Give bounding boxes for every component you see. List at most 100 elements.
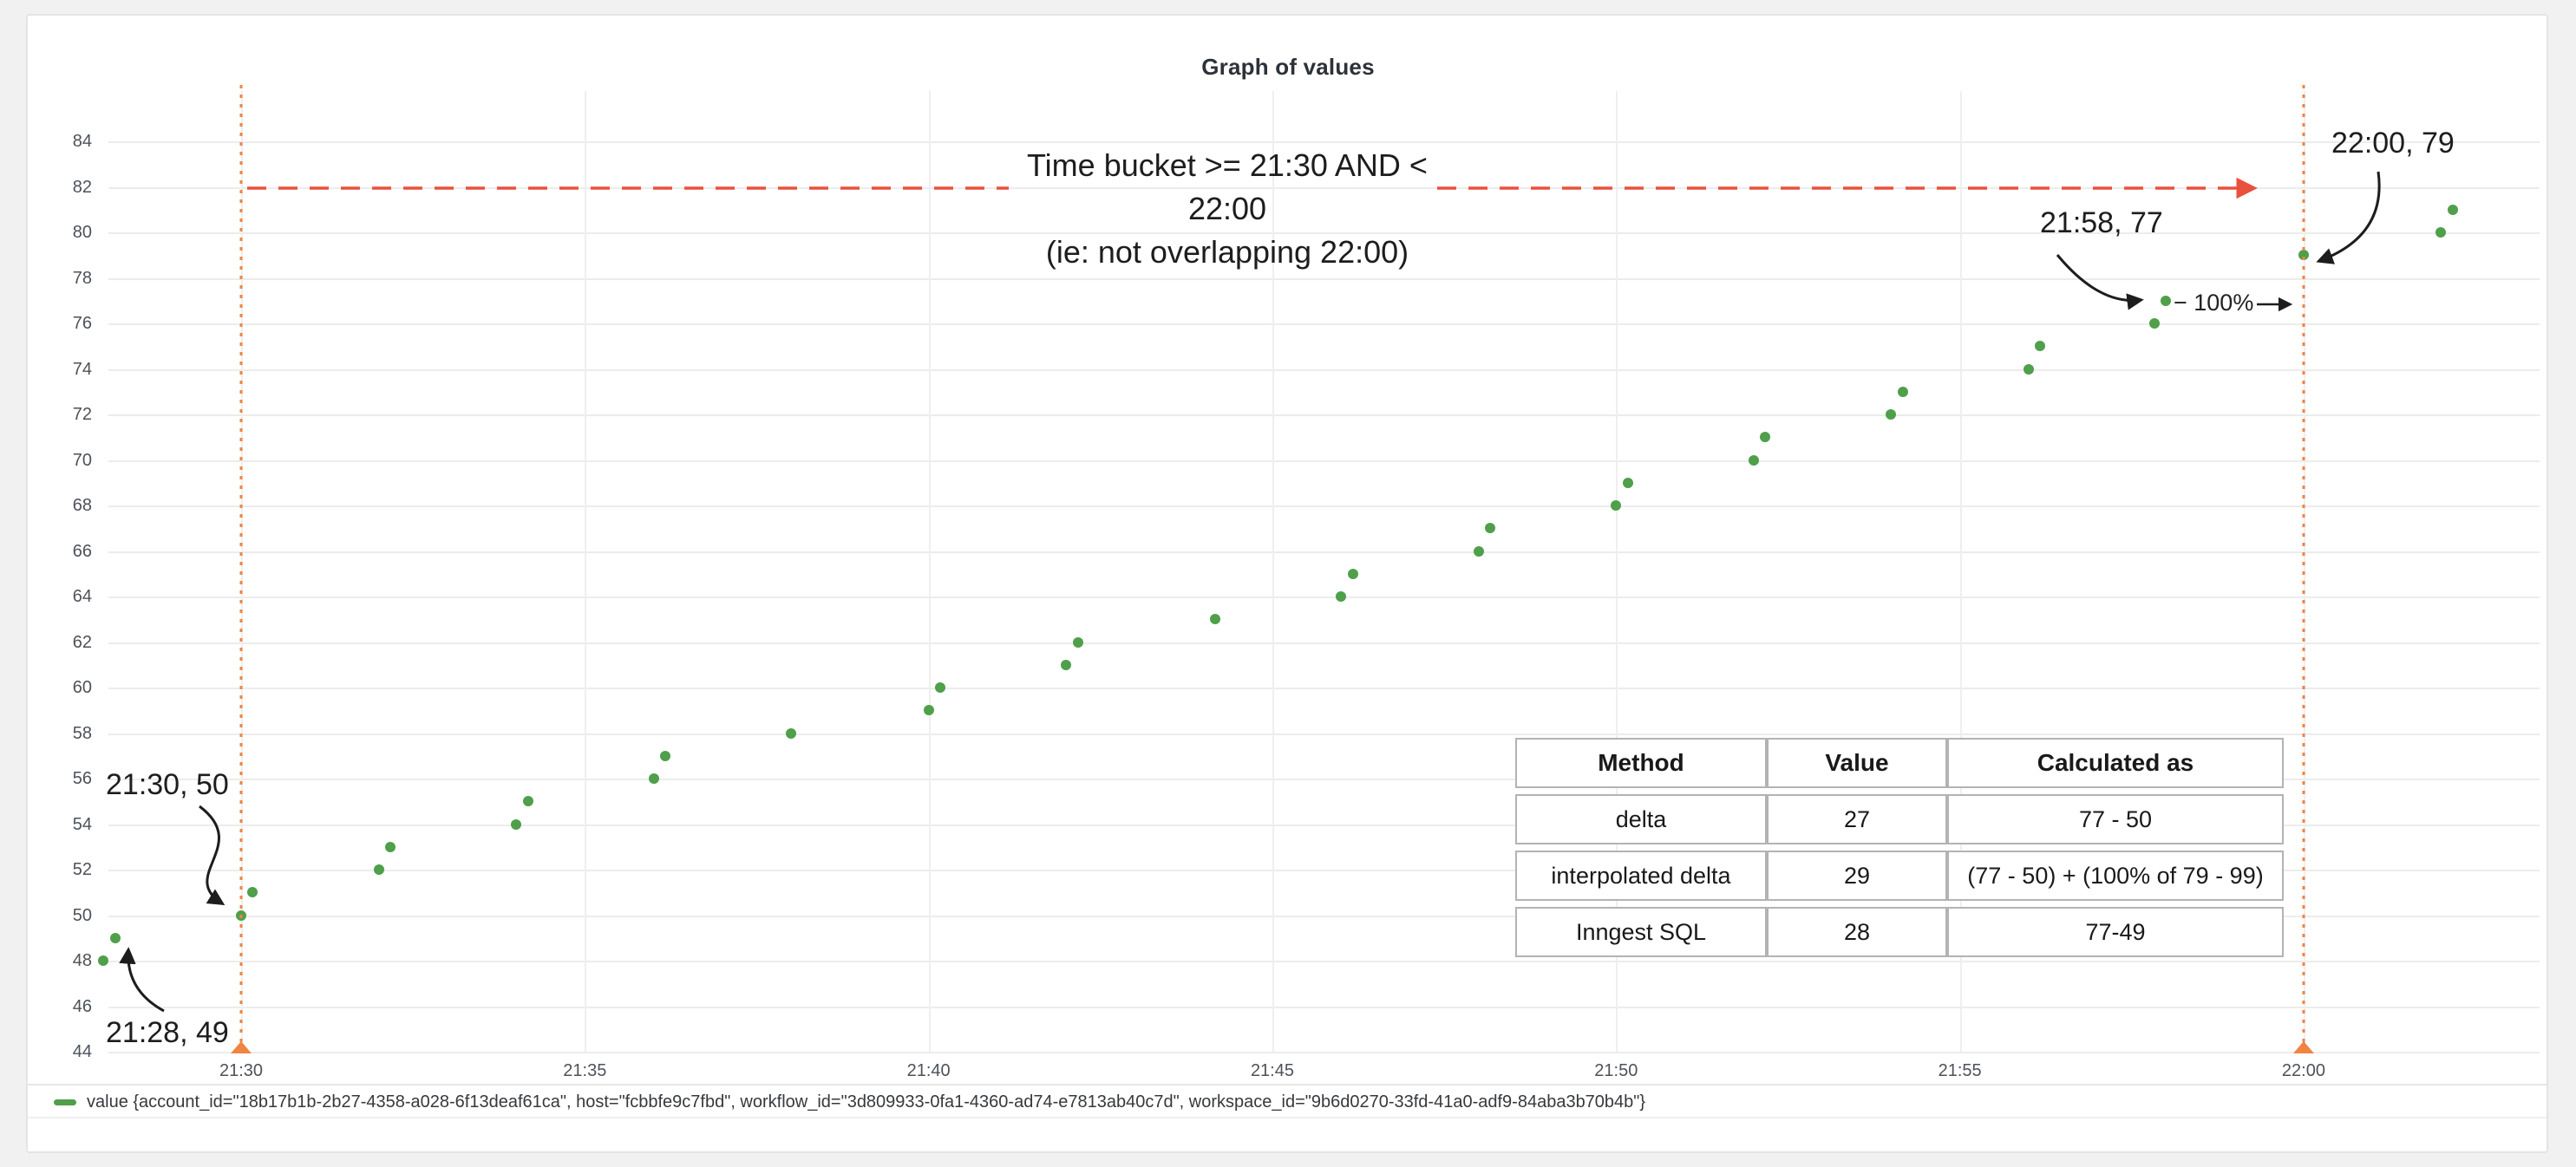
y-axis-tick-label: 52 bbox=[72, 860, 92, 879]
x-axis-tick-label: 22:00 bbox=[2281, 1061, 2325, 1080]
table-header-cell: Method bbox=[1515, 738, 1767, 788]
y-gridline bbox=[108, 597, 2540, 598]
table-cell: Inngest SQL bbox=[1515, 907, 1767, 957]
y-axis-tick-label: 74 bbox=[72, 359, 92, 379]
legend-bottom-rule bbox=[28, 1117, 2547, 1118]
table-header-cell: Calculated as bbox=[1947, 738, 2284, 788]
x-axis-tick-label: 21:55 bbox=[1938, 1061, 1982, 1080]
y-axis-tick-label: 80 bbox=[72, 223, 92, 242]
data-point[interactable] bbox=[373, 864, 384, 875]
table-cell: 29 bbox=[1767, 851, 1947, 901]
calculation-table: Method Value Calculated as delta 27 77 - 50 i… bbox=[1515, 732, 2284, 963]
panel-title: Graph of values bbox=[1201, 54, 1375, 80]
data-point[interactable] bbox=[1760, 432, 1771, 443]
y-axis-tick-label: 82 bbox=[72, 177, 92, 197]
y-axis-tick-label: 68 bbox=[72, 496, 92, 515]
table-cell: 77-49 bbox=[1947, 907, 2284, 957]
y-axis-tick-label: 44 bbox=[72, 1042, 92, 1061]
data-point[interactable] bbox=[2447, 204, 2458, 215]
data-point[interactable] bbox=[2148, 318, 2160, 329]
y-axis-tick-label: 50 bbox=[72, 905, 92, 925]
graph-panel bbox=[26, 14, 2548, 1153]
table-cell: delta bbox=[1515, 794, 1767, 844]
data-point[interactable] bbox=[1886, 409, 1897, 420]
y-axis-tick-label: 62 bbox=[72, 632, 92, 652]
data-point[interactable] bbox=[1336, 591, 1347, 602]
data-point[interactable] bbox=[2023, 363, 2034, 375]
y-gridline bbox=[108, 1006, 2540, 1008]
table-header-cell: Value bbox=[1767, 738, 1947, 788]
table-row: Inngest SQL 28 77-49 bbox=[1515, 907, 2284, 957]
data-point[interactable] bbox=[648, 773, 659, 784]
y-gridline bbox=[108, 870, 2540, 871]
x-gridline bbox=[585, 91, 587, 1052]
legend-series-label: value {account_id="18b17b1b-2b27-4358-a0… bbox=[87, 1092, 1646, 1112]
table-cell: interpolated delta bbox=[1515, 851, 1767, 901]
y-gridline bbox=[108, 460, 2540, 462]
y-gridline bbox=[108, 1052, 2540, 1053]
data-point[interactable] bbox=[2035, 341, 2046, 352]
annotation-2128-49: 21:28, 49 bbox=[106, 1016, 229, 1049]
legend-item[interactable]: value {account_id="18b17b1b-2b27-4358-a0… bbox=[54, 1092, 1645, 1112]
x-axis-tick-label: 21:45 bbox=[1250, 1061, 1294, 1080]
data-point[interactable] bbox=[1072, 636, 1083, 648]
data-point[interactable] bbox=[1748, 454, 1759, 466]
data-point[interactable] bbox=[786, 727, 797, 739]
data-point[interactable] bbox=[522, 796, 533, 807]
x-gridline bbox=[1959, 91, 1962, 1052]
data-point[interactable] bbox=[1485, 523, 1496, 534]
legend-separator bbox=[28, 1084, 2547, 1086]
y-axis-tick-label: 76 bbox=[72, 314, 92, 333]
y-gridline bbox=[108, 505, 2540, 507]
y-gridline bbox=[108, 186, 2540, 189]
y-gridline bbox=[108, 551, 2540, 553]
y-axis-tick-label: 66 bbox=[72, 541, 92, 561]
data-point[interactable] bbox=[236, 909, 246, 921]
data-point[interactable] bbox=[98, 955, 109, 966]
y-axis-tick-label: 56 bbox=[72, 769, 92, 788]
y-axis-tick-label: 84 bbox=[72, 132, 92, 151]
y-gridline bbox=[108, 915, 2540, 917]
data-point[interactable] bbox=[1622, 477, 1633, 488]
y-gridline bbox=[108, 232, 2540, 234]
data-point[interactable] bbox=[1347, 568, 1358, 579]
data-point[interactable] bbox=[2435, 227, 2447, 238]
data-point[interactable] bbox=[923, 705, 934, 716]
y-gridline bbox=[108, 824, 2540, 826]
table-cell: (77 - 50) + (100% of 79 - 99) bbox=[1947, 851, 2284, 901]
table-row: interpolated delta 29 (77 - 50) + (100% of… bbox=[1515, 851, 2284, 901]
data-point[interactable] bbox=[1473, 545, 1484, 557]
y-gridline bbox=[108, 733, 2540, 735]
y-gridline bbox=[108, 779, 2540, 780]
y-gridline bbox=[108, 368, 2540, 371]
y-axis-tick-label: 60 bbox=[72, 678, 92, 697]
data-point[interactable] bbox=[385, 841, 396, 852]
x-axis-tick-label: 21:30 bbox=[219, 1061, 264, 1080]
data-point[interactable] bbox=[247, 887, 258, 898]
y-gridline bbox=[108, 277, 2540, 280]
y-gridline bbox=[108, 323, 2540, 325]
calculation-table-body: delta 27 77 - 50 interpolated delta 29 (77 - … bbox=[1515, 794, 2284, 957]
table-row: delta 27 77 - 50 bbox=[1515, 794, 2284, 844]
data-point[interactable] bbox=[935, 682, 946, 693]
series-color-dash-icon bbox=[54, 1099, 76, 1105]
y-axis-tick-label: 58 bbox=[72, 723, 92, 743]
data-point[interactable] bbox=[1897, 386, 1908, 397]
table-cell: 77 - 50 bbox=[1947, 794, 2284, 844]
data-point[interactable] bbox=[109, 932, 121, 943]
data-point[interactable] bbox=[1061, 659, 1072, 670]
data-point[interactable] bbox=[1210, 614, 1221, 625]
x-axis-tick-label: 21:40 bbox=[906, 1061, 951, 1080]
x-gridline bbox=[2303, 91, 2305, 1052]
y-axis-tick-label: 64 bbox=[72, 587, 92, 606]
table-cell: 28 bbox=[1767, 907, 1947, 957]
data-point[interactable] bbox=[511, 818, 522, 830]
annotation-time-bucket-line2: (ie: not overlapping 22:00) bbox=[1045, 234, 1409, 270]
data-point[interactable] bbox=[1611, 500, 1622, 511]
x-gridline bbox=[1616, 91, 1618, 1052]
annotation-time-bucket-line1: Time bucket >= 21:30 AND < 22:00 bbox=[1027, 147, 1428, 226]
y-gridline bbox=[108, 414, 2540, 416]
calculation-table-head: Method Value Calculated as bbox=[1515, 738, 2284, 788]
data-point[interactable] bbox=[660, 750, 671, 761]
data-point[interactable] bbox=[2161, 295, 2172, 306]
